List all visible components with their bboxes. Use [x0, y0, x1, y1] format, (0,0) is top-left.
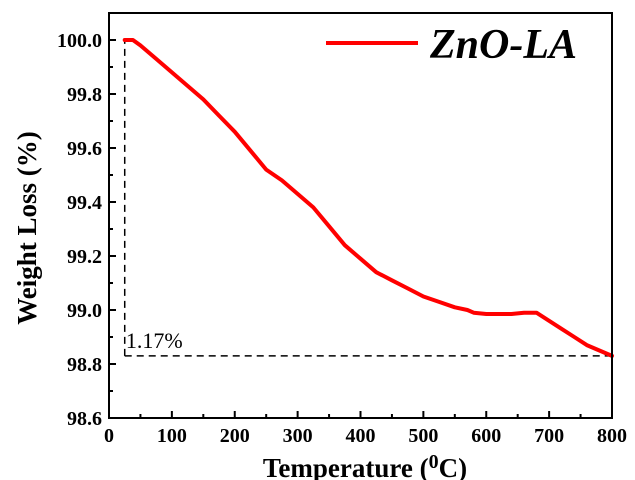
- x-tick-label: 300: [283, 425, 313, 447]
- x-axis-title-superscript: 0: [429, 451, 439, 473]
- x-tick-label: 600: [471, 425, 501, 447]
- x-tick-label: 0: [104, 425, 114, 447]
- plot-frame: [108, 12, 613, 419]
- x-tick-label: 100: [157, 425, 187, 447]
- x-axis-title-main: Temperature (: [263, 453, 429, 480]
- y-axis-title: Weight Loss (%): [12, 131, 42, 325]
- legend: ZnO-LA: [326, 22, 577, 68]
- y-tick-label: 98.6: [67, 408, 102, 430]
- x-axis-title: Temperature (0C): [263, 451, 467, 480]
- x-tick-label: 500: [408, 425, 438, 447]
- y-tick-label: 100.0: [57, 30, 102, 52]
- y-tick-label: 99.6: [67, 138, 102, 160]
- y-tick-label: 99.0: [67, 300, 102, 322]
- x-axis: 0 100 200 300 400 500 600 700 800: [104, 411, 627, 447]
- y-tick-label: 98.8: [67, 354, 102, 376]
- x-tick-label: 700: [534, 425, 564, 447]
- annotation-label: 1.17%: [126, 328, 183, 353]
- y-tick-label: 99.8: [67, 84, 102, 106]
- x-axis-title-end: C): [439, 453, 468, 480]
- legend-label-zno-la: ZnO-LA: [429, 22, 577, 68]
- x-tick-label: 200: [220, 425, 250, 447]
- reference-lines: [123, 40, 612, 357]
- y-tick-label: 99.2: [67, 246, 102, 268]
- series-line-zno-la: [122, 38, 614, 358]
- x-tick-label: 800: [597, 425, 627, 447]
- y-tick-label: 99.4: [67, 192, 102, 214]
- x-tick-label: 400: [346, 425, 376, 447]
- y-axis: 98.6 98.8 99.0 99.2 99.4 99.6 99.8 100.0: [57, 30, 116, 430]
